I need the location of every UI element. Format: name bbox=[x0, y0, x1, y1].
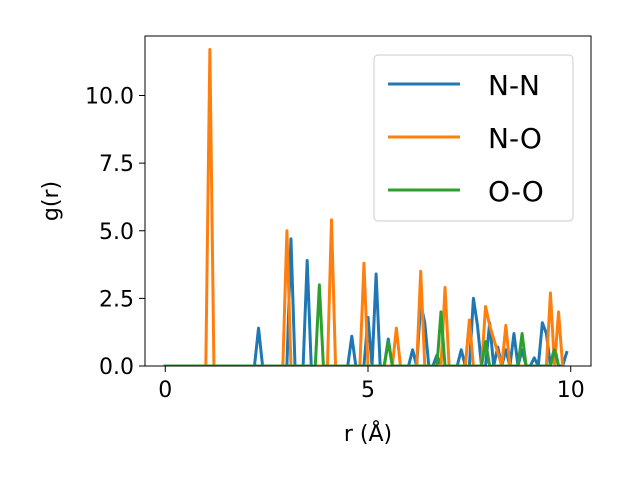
x-tick-label: 10 bbox=[557, 378, 585, 403]
legend-box bbox=[373, 54, 574, 222]
legend-label-n-o: N-O bbox=[488, 122, 542, 155]
y-tick-label: 5.0 bbox=[99, 220, 134, 245]
x-axis-label: r (Å) bbox=[344, 420, 392, 447]
x-tick-label: 0 bbox=[158, 378, 172, 403]
plot-area bbox=[163, 48, 569, 366]
y-tick-label: 2.5 bbox=[99, 287, 134, 312]
y-tick-label: 10.0 bbox=[85, 85, 134, 110]
axis-ticks: 0 5 10 0.0 2.5 5.0 7.5 10.0 bbox=[85, 85, 585, 403]
y-tick-label: 7.5 bbox=[99, 152, 134, 177]
legend: N-N N-O O-O bbox=[373, 54, 574, 222]
y-tick-label: 0.0 bbox=[99, 355, 134, 380]
y-axis-label: g(r) bbox=[39, 181, 64, 221]
legend-label-o-o: O-O bbox=[488, 175, 544, 208]
x-tick-label: 5 bbox=[361, 378, 375, 403]
legend-label-n-n: N-N bbox=[488, 69, 540, 102]
series-line-n-n bbox=[163, 237, 569, 366]
series-line-n-o bbox=[163, 48, 565, 366]
